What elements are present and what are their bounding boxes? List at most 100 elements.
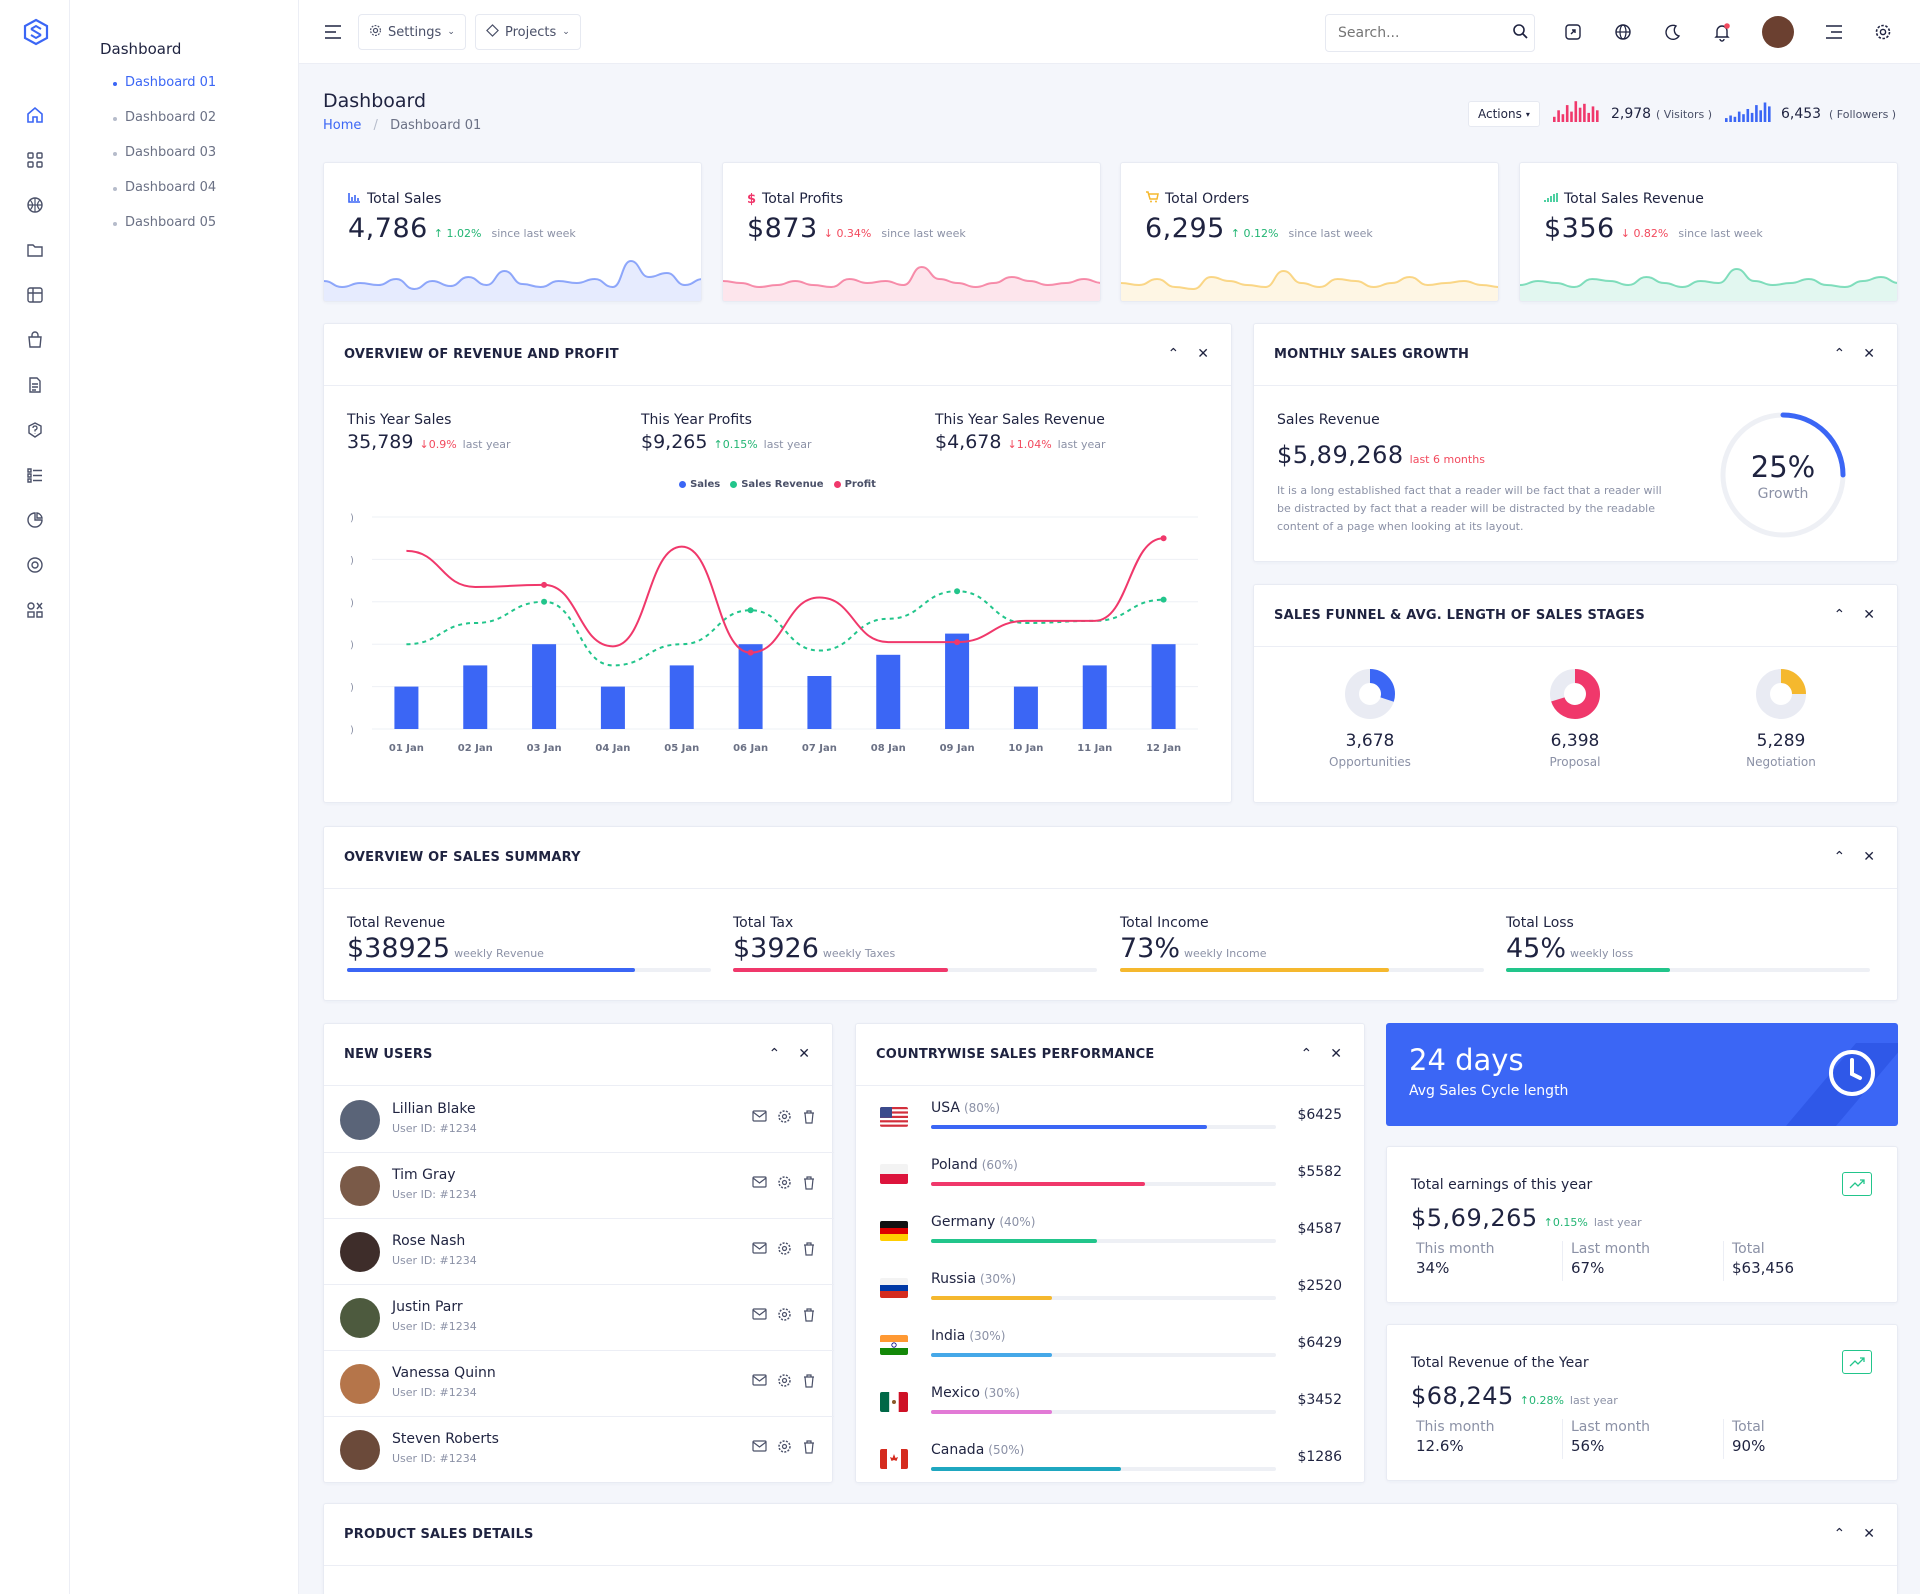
sidebar-title[interactable]: Dashboard (100, 40, 182, 58)
fullscreen-icon[interactable] (1563, 22, 1583, 42)
bar-sales (394, 686, 419, 729)
list-icon[interactable] (24, 464, 46, 486)
basketball-icon[interactable] (24, 194, 46, 216)
line-point (679, 641, 685, 647)
mail-icon[interactable] (752, 1373, 767, 1392)
line-point (747, 607, 754, 614)
user-row[interactable]: Justin Parr User ID: #1234 (324, 1285, 834, 1351)
close-icon[interactable]: ✕ (1197, 346, 1209, 362)
collapse-icon[interactable]: ⌃ (1833, 1526, 1846, 1542)
gear-icon[interactable] (777, 1373, 792, 1392)
breadcrumb-home[interactable]: Home (323, 118, 362, 133)
mail-icon[interactable] (752, 1109, 767, 1128)
mail-icon[interactable] (752, 1439, 767, 1458)
country-name: Mexico (931, 1385, 980, 1401)
menu-toggle-icon[interactable] (323, 22, 343, 42)
projects-label: Projects (505, 24, 557, 40)
country-row[interactable]: India (30%) $6429 (856, 1315, 1366, 1372)
country-row[interactable]: Mexico (30%) $3452 (856, 1372, 1366, 1429)
collapse-icon[interactable]: ⌃ (1833, 346, 1846, 362)
collapse-icon[interactable]: ⌃ (1300, 1046, 1313, 1062)
close-icon[interactable]: ✕ (1330, 1046, 1342, 1062)
legend-item[interactable]: Sales (679, 479, 720, 490)
globe-icon[interactable] (1613, 22, 1633, 42)
close-icon[interactable]: ✕ (1863, 849, 1875, 865)
sidebar-item-dashboard-04[interactable]: Dashboard 04 (112, 180, 217, 195)
close-icon[interactable]: ✕ (1863, 607, 1875, 623)
followers-label: ( Followers ) (1829, 108, 1897, 121)
trash-icon[interactable] (802, 1175, 816, 1194)
country-row[interactable]: USA (80%) $6425 (856, 1087, 1366, 1144)
user-row[interactable]: Rose Nash User ID: #1234 (324, 1219, 834, 1285)
country-row[interactable]: Canada (50%) $1286 (856, 1429, 1366, 1486)
bar-sales (807, 676, 832, 729)
country-progress (931, 1182, 1276, 1186)
profile-avatar[interactable] (1762, 16, 1794, 48)
sidebar-item-dashboard-02[interactable]: Dashboard 02 (112, 110, 217, 125)
collapse-icon[interactable]: ⌃ (1833, 849, 1846, 865)
home-icon[interactable] (24, 104, 46, 126)
mail-icon[interactable] (752, 1241, 767, 1260)
icon-rail (0, 0, 70, 1594)
apps-icon[interactable] (24, 149, 46, 171)
revenue-year-title: Total Revenue of the Year (1411, 1355, 1589, 1371)
shopping-bag-icon[interactable] (24, 329, 46, 351)
collapse-icon[interactable]: ⌃ (768, 1046, 781, 1062)
table-icon[interactable] (24, 284, 46, 306)
user-row[interactable]: Tim Gray User ID: #1234 (324, 1153, 834, 1219)
pie-chart-icon[interactable] (24, 509, 46, 531)
settings-gear-icon[interactable] (1873, 22, 1893, 42)
legend-item[interactable]: Sales Revenue (730, 479, 824, 490)
collapse-icon[interactable]: ⌃ (1167, 346, 1180, 362)
sidebar-item-dashboard-05[interactable]: Dashboard 05 (112, 215, 217, 230)
page-title: Dashboard (323, 90, 427, 112)
breadcrumb-separator: / (373, 118, 378, 133)
summary-item: Total Loss 45% weekly loss (1506, 915, 1870, 972)
gear-icon[interactable] (777, 1109, 792, 1128)
document-icon[interactable] (24, 374, 46, 396)
summary-sub: weekly Revenue (454, 947, 544, 960)
settings-dropdown[interactable]: Settings ⌄ (358, 14, 466, 50)
breadcrumb: Home / Dashboard 01 (323, 118, 481, 133)
mail-icon[interactable] (752, 1175, 767, 1194)
mail-icon[interactable] (752, 1307, 767, 1326)
target-icon[interactable] (24, 554, 46, 576)
gear-icon[interactable] (777, 1439, 792, 1458)
country-row[interactable]: Poland (60%) $5582 (856, 1144, 1366, 1201)
trash-icon[interactable] (802, 1241, 816, 1260)
widgets-icon[interactable] (24, 599, 46, 621)
right-menu-icon[interactable] (1824, 22, 1844, 42)
search-icon[interactable] (1512, 23, 1528, 43)
gear-icon[interactable] (777, 1175, 792, 1194)
search-input[interactable] (1338, 25, 1512, 41)
user-row[interactable]: Vanessa Quinn User ID: #1234 (324, 1351, 834, 1417)
help-icon[interactable] (24, 419, 46, 441)
close-icon[interactable]: ✕ (798, 1046, 810, 1062)
sidebar-item-dashboard-03[interactable]: Dashboard 03 (112, 145, 217, 160)
sidebar-item-dashboard-01[interactable]: Dashboard 01 (112, 75, 217, 90)
trend-icon[interactable] (1842, 1172, 1872, 1196)
gear-icon[interactable] (777, 1241, 792, 1260)
x-tick-label: 02 Jan (458, 743, 493, 754)
dark-mode-icon[interactable] (1663, 22, 1683, 42)
line-point (816, 648, 822, 654)
trash-icon[interactable] (802, 1109, 816, 1128)
close-icon[interactable]: ✕ (1863, 1526, 1875, 1542)
country-row[interactable]: Russia (30%) $2520 (856, 1258, 1366, 1315)
gear-icon[interactable] (777, 1307, 792, 1326)
trash-icon[interactable] (802, 1439, 816, 1458)
legend-item[interactable]: Profit (833, 479, 876, 490)
projects-dropdown[interactable]: Projects ⌄ (475, 14, 581, 50)
close-icon[interactable]: ✕ (1863, 346, 1875, 362)
actions-button[interactable]: Actions ▾ (1468, 101, 1540, 127)
folder-icon[interactable] (24, 239, 46, 261)
user-row[interactable]: Lillian Blake User ID: #1234 (324, 1087, 834, 1153)
user-row[interactable]: Steven Roberts User ID: #1234 (324, 1417, 834, 1483)
trash-icon[interactable] (802, 1373, 816, 1392)
notification-bell-icon[interactable] (1712, 22, 1732, 42)
collapse-icon[interactable]: ⌃ (1833, 607, 1846, 623)
country-row[interactable]: Germany (40%) $4587 (856, 1201, 1366, 1258)
trash-icon[interactable] (802, 1307, 816, 1326)
logo-icon[interactable] (22, 18, 50, 46)
trend-icon[interactable] (1842, 1350, 1872, 1374)
